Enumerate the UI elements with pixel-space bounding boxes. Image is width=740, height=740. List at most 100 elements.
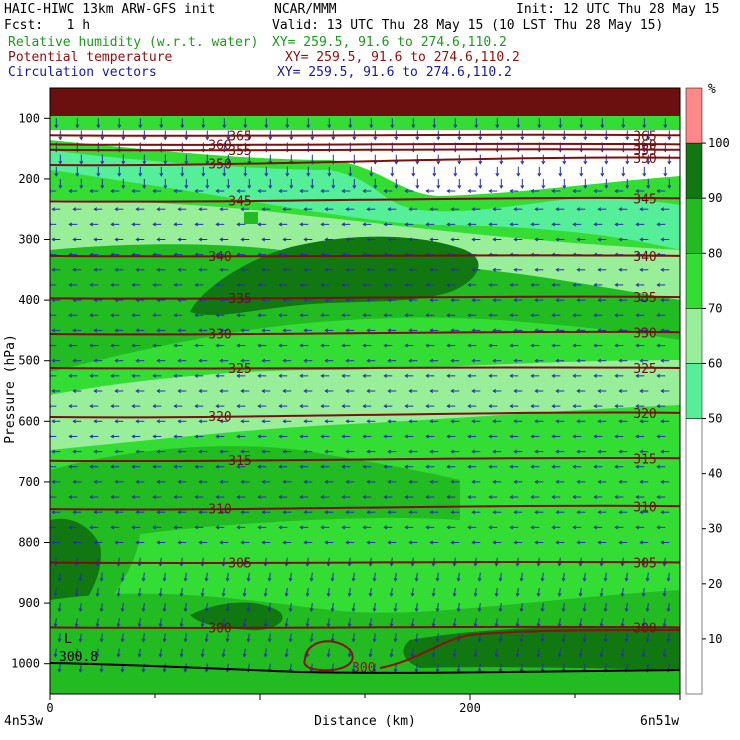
wind-vector — [558, 118, 563, 129]
theta-contour-365: 365 365 — [50, 129, 680, 144]
wind-vector — [666, 633, 671, 643]
wind-vector — [513, 540, 523, 545]
wind-vector — [327, 118, 332, 129]
wind-vector — [348, 118, 353, 129]
wind-vector — [572, 525, 582, 530]
wind-vector — [534, 389, 544, 393]
colorbar-tick-label-90: 90 — [708, 191, 722, 205]
wind-vector — [513, 479, 523, 484]
wind-vector — [425, 373, 435, 378]
wind-vector — [411, 166, 416, 177]
x-endpoint-right: 6n51w — [640, 714, 679, 729]
wind-vector — [600, 118, 605, 129]
wind-vector — [488, 525, 498, 530]
wind-vector — [282, 389, 292, 393]
wind-vector — [372, 603, 377, 613]
wind-vector — [383, 282, 393, 287]
theta-contour-label: 315 — [633, 452, 656, 467]
wind-vector — [278, 495, 288, 500]
wind-vector — [341, 464, 351, 469]
wind-vector — [93, 358, 103, 363]
wind-vector — [362, 282, 372, 287]
wind-vector — [93, 540, 103, 545]
wind-vector — [100, 154, 105, 165]
theta-contour-310: 310 310 — [50, 500, 680, 518]
wind-vector — [93, 510, 103, 515]
wind-vector — [576, 510, 586, 515]
wind-vector — [198, 207, 208, 212]
wind-vector — [345, 510, 355, 515]
wind-vector — [515, 587, 520, 597]
wind-vector — [278, 434, 288, 439]
wind-vector — [446, 373, 456, 378]
wind-vector — [614, 495, 624, 500]
theta-contour-label: 330 — [633, 326, 656, 341]
wind-vector — [534, 237, 544, 242]
wind-vector — [324, 389, 334, 393]
wind-vector — [578, 587, 583, 597]
wind-vector — [537, 166, 542, 177]
wind-vector — [324, 328, 334, 333]
wind-vector — [551, 404, 561, 409]
wind-vector — [68, 313, 78, 318]
wind-vector — [141, 633, 146, 643]
wind-vector — [100, 178, 105, 189]
wind-vector — [326, 618, 331, 628]
terrain-surface-line — [50, 662, 680, 674]
wind-vector — [159, 118, 164, 129]
wind-vector — [303, 510, 313, 515]
wind-vector — [425, 313, 435, 318]
wind-vector — [488, 495, 498, 500]
wind-vector — [663, 118, 668, 129]
wind-vector — [446, 434, 456, 439]
wind-vector — [222, 166, 227, 177]
wind-vector — [110, 222, 120, 227]
wind-vector — [597, 510, 607, 515]
wind-vector — [662, 648, 667, 658]
wind-vector — [618, 479, 628, 484]
wind-vector — [450, 237, 460, 242]
wind-vector — [387, 540, 397, 545]
theta-contour-320: 320 320 — [50, 407, 680, 425]
wind-vector — [471, 389, 481, 393]
wind-vector — [288, 633, 293, 643]
wind-vector — [200, 648, 205, 658]
wind-vector — [572, 222, 582, 227]
wind-vector — [471, 540, 481, 545]
wind-vector — [257, 313, 267, 318]
wind-vector — [362, 525, 372, 530]
wind-vector — [639, 449, 649, 454]
theta-contour-340: 340 340 — [50, 250, 680, 265]
wind-vector — [114, 358, 124, 363]
wind-vector — [285, 118, 290, 129]
wind-vector — [620, 648, 625, 658]
wind-vector — [57, 663, 62, 673]
wind-vector — [159, 166, 164, 177]
wind-vector — [179, 648, 184, 658]
wind-vector — [54, 166, 59, 177]
wind-vector — [68, 222, 78, 227]
wind-vector — [243, 118, 248, 129]
wind-vector — [215, 222, 225, 227]
wind-vector — [366, 540, 376, 545]
wind-vector — [404, 313, 414, 318]
wind-vector — [351, 603, 356, 613]
theta-contour-label: 355 — [228, 144, 251, 159]
wind-vector — [435, 572, 440, 582]
wind-vector — [551, 282, 561, 287]
wind-vector — [488, 282, 498, 287]
wind-vector — [492, 389, 502, 393]
wind-vector — [306, 118, 311, 129]
wind-vector — [240, 479, 250, 484]
wind-vector — [642, 166, 647, 177]
wind-vector — [198, 419, 208, 424]
wind-vector — [135, 540, 145, 545]
wind-vector — [299, 434, 309, 439]
theta-contour-label: 350 — [208, 158, 231, 173]
wind-vector — [201, 118, 206, 129]
wind-vector — [257, 495, 267, 500]
wind-vector — [425, 189, 435, 193]
wind-vector — [366, 389, 376, 393]
wind-vector — [288, 572, 293, 582]
wind-vector — [495, 118, 500, 129]
